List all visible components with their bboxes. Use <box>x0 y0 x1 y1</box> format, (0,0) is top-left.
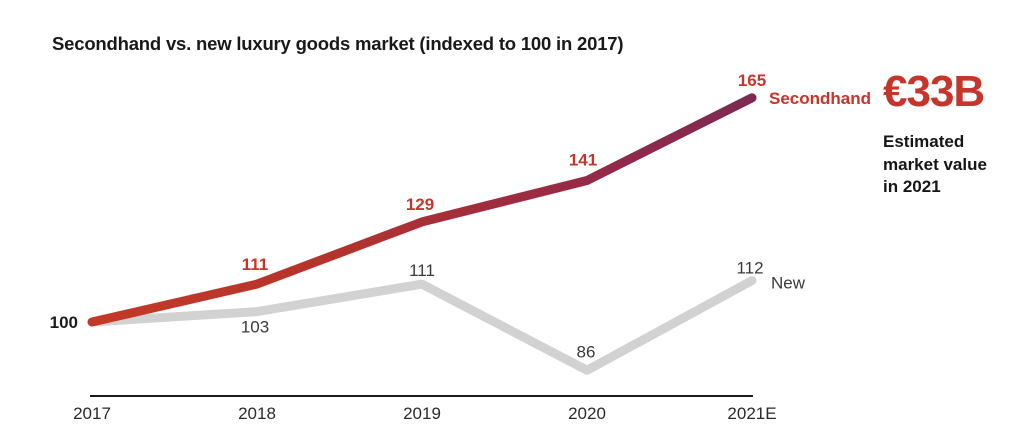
data-label-secondhand: 129 <box>406 195 434 214</box>
data-label-secondhand: 165 <box>738 71 766 90</box>
market-value-description-line: Estimated <box>883 132 965 151</box>
series-label-new: New <box>771 274 806 293</box>
market-value-description-line: market value <box>883 154 987 174</box>
data-label-new: 111 <box>409 261 435 280</box>
market-value-description-line: in 2021 <box>883 177 941 196</box>
x-axis-label: 2018 <box>238 404 276 423</box>
data-label-secondhand: 111 <box>242 255 269 274</box>
x-axis-label: 2020 <box>568 404 606 423</box>
data-label-secondhand: 141 <box>569 151 597 170</box>
data-label-secondhand: 100 <box>50 313 78 332</box>
data-label-new: 86 <box>577 342 596 361</box>
secondhand-line <box>87 93 757 327</box>
new-line <box>87 276 757 375</box>
market-value-description: Estimated market value in 2021 <box>883 131 1018 199</box>
chart-title: Secondhand vs. new luxury goods market (… <box>52 33 624 54</box>
market-value: €33B <box>883 67 985 116</box>
x-axis-label: 2019 <box>403 404 441 423</box>
series-label-secondhand: Secondhand <box>769 89 871 108</box>
market-value-callout: €33B Estimated market value in 2021 <box>883 70 1018 199</box>
x-axis-label: 2017 <box>73 404 111 423</box>
data-label-new: 103 <box>241 318 269 337</box>
x-axis-label: 2021E <box>727 404 776 423</box>
data-label-new: 112 <box>736 259 763 278</box>
